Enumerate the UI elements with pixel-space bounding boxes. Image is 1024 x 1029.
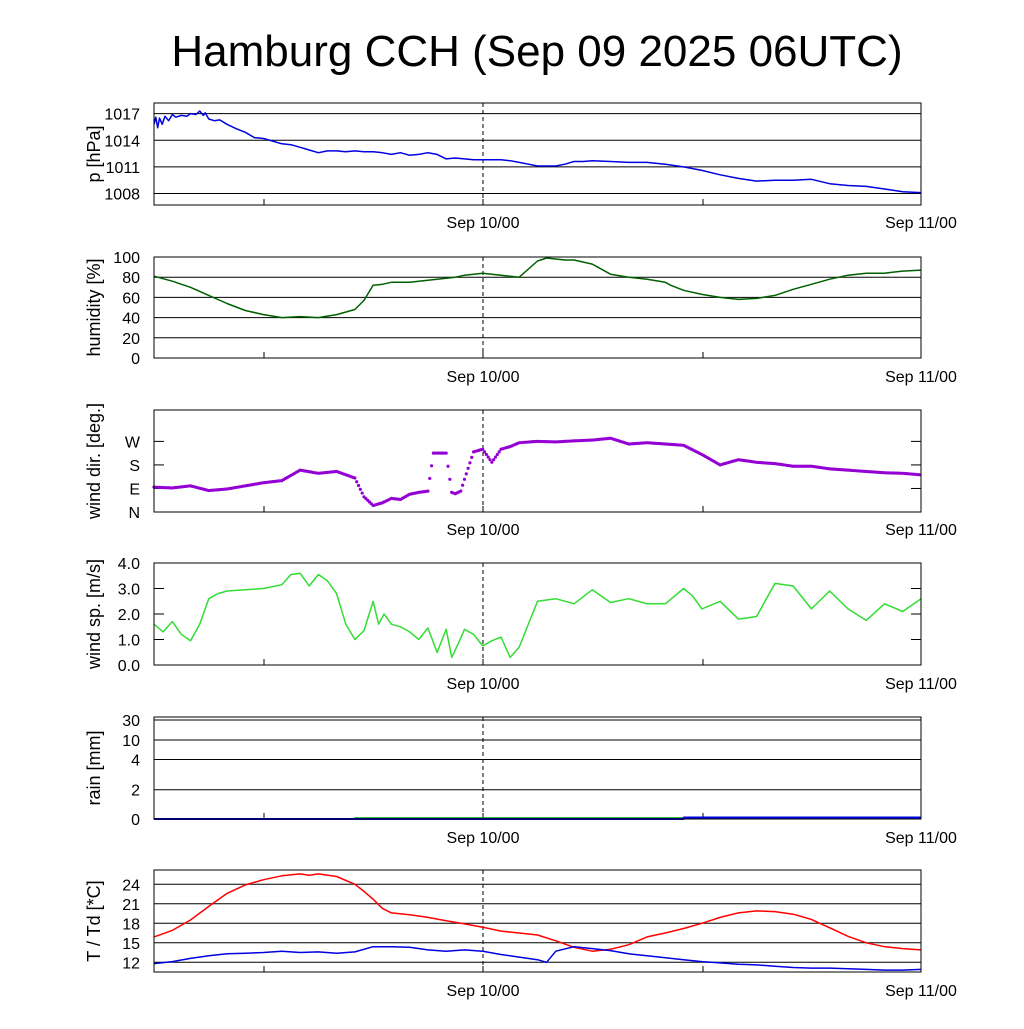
wind-direction-point bbox=[482, 450, 487, 454]
humidity-ytick-label: 60 bbox=[122, 290, 140, 307]
pressure-ytick-label: 1014 bbox=[104, 133, 140, 150]
humidity-ytick-label: 20 bbox=[122, 331, 140, 348]
temperature-ytick-label: 24 bbox=[122, 877, 140, 894]
wind-direction-point bbox=[464, 472, 468, 476]
wind-direction-point bbox=[466, 466, 470, 470]
wind-direction-point bbox=[446, 464, 450, 468]
wind-direction-point bbox=[486, 455, 490, 459]
wind-speed-ylabel: wind sp. [m/s] bbox=[84, 559, 104, 670]
rain-ytick-label: 10 bbox=[122, 733, 140, 750]
temperature-ytick-label: 21 bbox=[122, 897, 140, 914]
pressure-pressure-line bbox=[153, 110, 922, 194]
pressure-ytick-label: 1008 bbox=[104, 186, 140, 203]
humidity-xtick-label: Sep 11/00 bbox=[885, 369, 957, 386]
wind-direction-point bbox=[495, 452, 499, 457]
wind-direction-point bbox=[448, 477, 452, 481]
temperature-ylabel: T / Td [*C] bbox=[84, 880, 104, 961]
temperature-temperature-line bbox=[153, 873, 922, 952]
wind-direction-point bbox=[358, 487, 362, 491]
wind-speed-ytick-label: 2.0 bbox=[118, 607, 140, 624]
wind-direction-point bbox=[488, 458, 492, 462]
wind-direction-point bbox=[355, 480, 359, 484]
rain-ytick-label: 30 bbox=[122, 713, 140, 730]
humidity-ytick-label: 80 bbox=[122, 270, 140, 287]
rain-ytick-label: 0 bbox=[131, 812, 140, 829]
wind-speed-wind_speed-line bbox=[153, 572, 922, 659]
wind-direction-xtick-label: Sep 10/00 bbox=[447, 522, 520, 539]
rain-xtick-label: Sep 11/00 bbox=[885, 830, 957, 847]
humidity-ytick-label: 100 bbox=[113, 250, 140, 267]
wind-direction-frame bbox=[153, 409, 922, 513]
wind-direction-xtick-label: Sep 11/00 bbox=[885, 522, 957, 539]
temperature-dewpoint-line bbox=[153, 945, 922, 971]
wind-direction-point bbox=[497, 450, 501, 454]
wind-direction-point bbox=[461, 483, 465, 487]
wind-direction-ytick-label: S bbox=[129, 458, 140, 475]
wind-direction-point bbox=[462, 477, 467, 481]
wind-direction-point bbox=[356, 483, 361, 488]
wind-direction-point bbox=[360, 491, 364, 495]
humidity-xtick-label: Sep 10/00 bbox=[447, 369, 520, 386]
wind-speed-frame bbox=[153, 562, 922, 666]
wind-direction-ytick-label: W bbox=[125, 434, 141, 451]
humidity-ytick-label: 0 bbox=[131, 351, 140, 368]
wind-direction-point bbox=[459, 489, 463, 493]
wind-direction-point bbox=[470, 455, 474, 459]
rain-ylabel: rain [mm] bbox=[84, 730, 104, 805]
wind-direction-point bbox=[428, 476, 432, 481]
temperature-ytick-label: 18 bbox=[122, 916, 140, 933]
chart-title: Hamburg CCH (Sep 09 2025 06UTC) bbox=[171, 27, 902, 76]
rain-xtick-label: Sep 10/00 bbox=[447, 830, 520, 847]
rain-ytick-label: 2 bbox=[131, 783, 140, 800]
wind-direction-point bbox=[468, 461, 472, 465]
wind-direction-point bbox=[490, 460, 494, 464]
humidity-ylabel: humidity [%] bbox=[84, 258, 104, 356]
wind-speed-ytick-label: 1.0 bbox=[118, 633, 140, 650]
temperature-xtick-label: Sep 11/00 bbox=[885, 983, 957, 1000]
pressure-ytick-label: 1011 bbox=[106, 160, 141, 177]
wind-direction-point bbox=[429, 464, 434, 468]
wind-direction-series bbox=[152, 436, 921, 508]
wind-direction-point bbox=[917, 473, 921, 477]
wind-direction-point bbox=[481, 447, 485, 451]
wind-speed-ytick-label: 4.0 bbox=[118, 556, 140, 573]
pressure-frame bbox=[153, 102, 922, 206]
pressure-ylabel: p [hPa] bbox=[84, 125, 104, 182]
pressure-xtick-label: Sep 11/00 bbox=[885, 215, 957, 232]
humidity-humidity-line bbox=[153, 257, 922, 319]
temperature-frame bbox=[153, 869, 922, 973]
temperature-xtick-label: Sep 10/00 bbox=[447, 983, 520, 1000]
temperature-ytick-label: 15 bbox=[122, 936, 140, 953]
wind-speed-xtick-label: Sep 11/00 bbox=[885, 676, 957, 693]
humidity-ytick-label: 40 bbox=[122, 311, 140, 328]
pressure-ytick-label: 1017 bbox=[104, 107, 140, 124]
wind-direction-ytick-label: E bbox=[129, 481, 140, 498]
pressure-xtick-label: Sep 10/00 bbox=[447, 215, 520, 232]
wind-direction-point bbox=[353, 476, 357, 480]
wind-direction-point bbox=[484, 452, 488, 457]
wind-speed-xtick-label: Sep 10/00 bbox=[447, 676, 520, 693]
wind-direction-ylabel: wind dir. [deg.] bbox=[84, 403, 104, 520]
rain-frame bbox=[153, 716, 922, 820]
wind-speed-ytick-label: 0.0 bbox=[118, 658, 140, 675]
rain-ytick-label: 4 bbox=[131, 753, 140, 770]
wind-speed-ytick-label: 3.0 bbox=[118, 582, 140, 599]
temperature-ytick-label: 12 bbox=[122, 955, 140, 972]
wind-direction-point bbox=[426, 489, 430, 493]
wind-direction-point bbox=[492, 458, 496, 462]
wind-direction-ytick-label: N bbox=[128, 505, 140, 522]
wind-direction-point bbox=[493, 455, 498, 459]
humidity-frame bbox=[153, 256, 922, 359]
wind-direction-point bbox=[444, 451, 448, 455]
